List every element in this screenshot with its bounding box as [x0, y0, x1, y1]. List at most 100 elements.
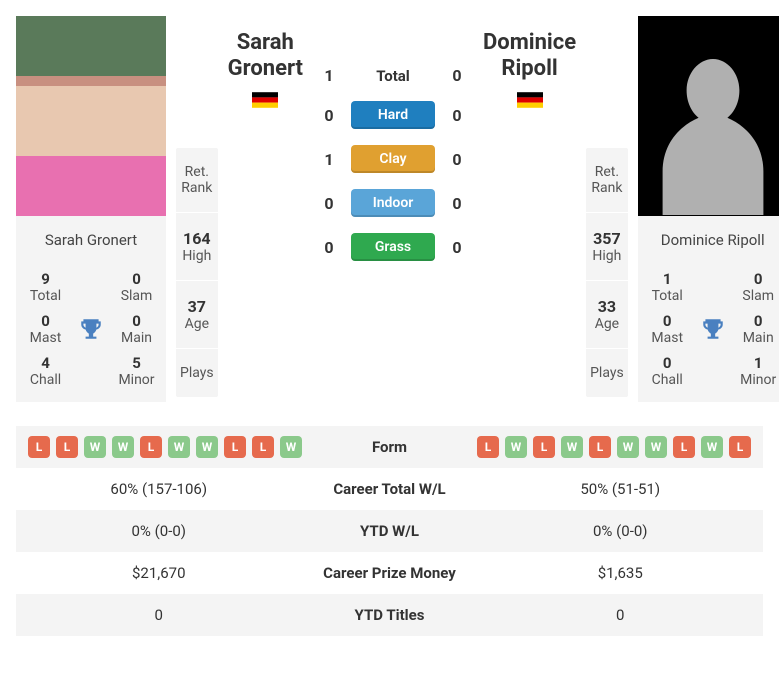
- form-badge[interactable]: L: [224, 436, 246, 458]
- player-right-photo: [638, 16, 779, 216]
- player-left-titles: 9Total 0Slam 0Mast 0Main 4Chall 5Minor: [16, 264, 166, 402]
- player-right-rank: Ret. Rank 357High 33Age Plays: [586, 148, 628, 397]
- stats-left-value: 0% (0-0): [28, 522, 290, 540]
- surface-label: Total: [351, 67, 435, 85]
- player-left-name[interactable]: Sarah Gronert: [16, 216, 166, 264]
- stats-label: Career Prize Money: [290, 564, 490, 582]
- titles-slam: 0Slam: [111, 270, 162, 304]
- rank-ret: Ret. Rank: [176, 148, 218, 213]
- surface-label[interactable]: Clay: [351, 145, 435, 173]
- form-badge[interactable]: W: [84, 436, 106, 458]
- form-badge[interactable]: W: [280, 436, 302, 458]
- form-badge[interactable]: W: [645, 436, 667, 458]
- stats-right-value: LWLWLWWLWL: [477, 436, 751, 458]
- stats-row: LLWWLWWLLWFormLWLWLWWLWL: [16, 426, 763, 468]
- h2h-left-count: 0: [317, 238, 341, 257]
- surface-row-grass: 0 Grass 0: [313, 233, 473, 261]
- player-left-link[interactable]: Sarah Gronert: [228, 30, 303, 83]
- form-badge[interactable]: L: [140, 436, 162, 458]
- form-badge[interactable]: W: [112, 436, 134, 458]
- surface-row-total: 1 Total 0: [313, 66, 473, 85]
- form-badge[interactable]: W: [505, 436, 527, 458]
- player-left-column: Sarah Gronert 9Total 0Slam 0Mast 0Main 4…: [16, 16, 166, 402]
- rank-plays: Plays: [586, 349, 628, 397]
- stats-right-value: 0% (0-0): [490, 522, 752, 540]
- titles-minor: 5Minor: [111, 354, 162, 388]
- h2h-right-count: 0: [445, 106, 469, 125]
- player-left-name-header: Sarah Gronert: [228, 16, 303, 109]
- stats-right-value: 0: [490, 606, 752, 624]
- h2h-right-count: 0: [445, 238, 469, 257]
- form-badge[interactable]: W: [561, 436, 583, 458]
- stats-label: YTD W/L: [290, 522, 490, 540]
- player-left-rank: Ret. Rank 164High 37Age Plays: [176, 148, 218, 397]
- stats-right-value: $1,635: [490, 564, 752, 582]
- titles-main: 0Main: [733, 312, 779, 346]
- stats-left-value: LLWWLWWLLW: [28, 436, 302, 458]
- trophy-icon: [693, 312, 733, 346]
- h2h-left-count: 0: [317, 194, 341, 213]
- form-badge[interactable]: L: [589, 436, 611, 458]
- stats-row: 60% (157-106)Career Total W/L50% (51-51): [16, 468, 763, 510]
- rank-plays: Plays: [176, 349, 218, 397]
- player-right-column: Dominice Ripoll 1Total 0Slam 0Mast 0Main…: [638, 16, 779, 402]
- form-badge[interactable]: W: [196, 436, 218, 458]
- rank-high: 164High: [176, 213, 218, 281]
- form-badge[interactable]: L: [673, 436, 695, 458]
- rank-ret: Ret. Rank: [586, 148, 628, 213]
- germany-flag-icon: [517, 91, 543, 109]
- stats-row: $21,670Career Prize Money$1,635: [16, 552, 763, 594]
- form-badge[interactable]: L: [28, 436, 50, 458]
- player-right-link[interactable]: Dominice Ripoll: [483, 30, 576, 83]
- germany-flag-icon: [252, 91, 278, 109]
- rank-age: 33Age: [586, 281, 628, 349]
- h2h-right-count: 0: [445, 66, 469, 85]
- form-badge[interactable]: W: [617, 436, 639, 458]
- career-stats-table: LLWWLWWLLWFormLWLWLWWLWL60% (157-106)Car…: [16, 426, 763, 636]
- titles-minor: 1Minor: [733, 354, 779, 388]
- surface-row-indoor: 0 Indoor 0: [313, 189, 473, 217]
- h2h-left-count: 0: [317, 106, 341, 125]
- form-badge[interactable]: L: [729, 436, 751, 458]
- player-right-name[interactable]: Dominice Ripoll: [638, 216, 779, 264]
- stats-row: 0% (0-0)YTD W/L0% (0-0): [16, 510, 763, 552]
- titles-total: 1Total: [642, 270, 693, 304]
- form-badge[interactable]: L: [533, 436, 555, 458]
- player-left-photo: [16, 16, 166, 216]
- stats-left-value: $21,670: [28, 564, 290, 582]
- player-right-name-header: Dominice Ripoll: [483, 16, 576, 109]
- form-badge[interactable]: W: [168, 436, 190, 458]
- head-to-head-header: Sarah Gronert 9Total 0Slam 0Mast 0Main 4…: [16, 16, 763, 402]
- stats-left-value: 0: [28, 606, 290, 624]
- h2h-right-count: 0: [445, 150, 469, 169]
- h2h-left-count: 1: [317, 150, 341, 169]
- titles-total: 9Total: [20, 270, 71, 304]
- titles-mast: 0Mast: [20, 312, 71, 346]
- surface-label[interactable]: Grass: [351, 233, 435, 261]
- form-badge[interactable]: L: [56, 436, 78, 458]
- titles-chall: 4Chall: [20, 354, 71, 388]
- titles-mast: 0Mast: [642, 312, 693, 346]
- surface-label[interactable]: Indoor: [351, 189, 435, 217]
- rank-high: 357High: [586, 213, 628, 281]
- titles-chall: 0Chall: [642, 354, 693, 388]
- stats-label: Career Total W/L: [290, 480, 490, 498]
- surface-h2h: 1 Total 0 0 Hard 0 1 Clay 0 0 Indoor 0 0 Grass 0: [313, 16, 473, 261]
- stats-left-value: 60% (157-106): [28, 480, 290, 498]
- h2h-left-count: 1: [317, 66, 341, 85]
- trophy-icon: [71, 312, 111, 346]
- form-badge[interactable]: L: [477, 436, 499, 458]
- stats-label: Form: [302, 438, 477, 456]
- form-badge[interactable]: L: [252, 436, 274, 458]
- titles-main: 0Main: [111, 312, 162, 346]
- surface-row-clay: 1 Clay 0: [313, 145, 473, 173]
- titles-slam: 0Slam: [733, 270, 779, 304]
- form-badge[interactable]: W: [701, 436, 723, 458]
- rank-age: 37Age: [176, 281, 218, 349]
- stats-row: 0YTD Titles0: [16, 594, 763, 636]
- surface-label[interactable]: Hard: [351, 101, 435, 129]
- stats-right-value: 50% (51-51): [490, 480, 752, 498]
- h2h-right-count: 0: [445, 194, 469, 213]
- surface-row-hard: 0 Hard 0: [313, 101, 473, 129]
- player-right-titles: 1Total 0Slam 0Mast 0Main 0Chall 1Minor: [638, 264, 779, 402]
